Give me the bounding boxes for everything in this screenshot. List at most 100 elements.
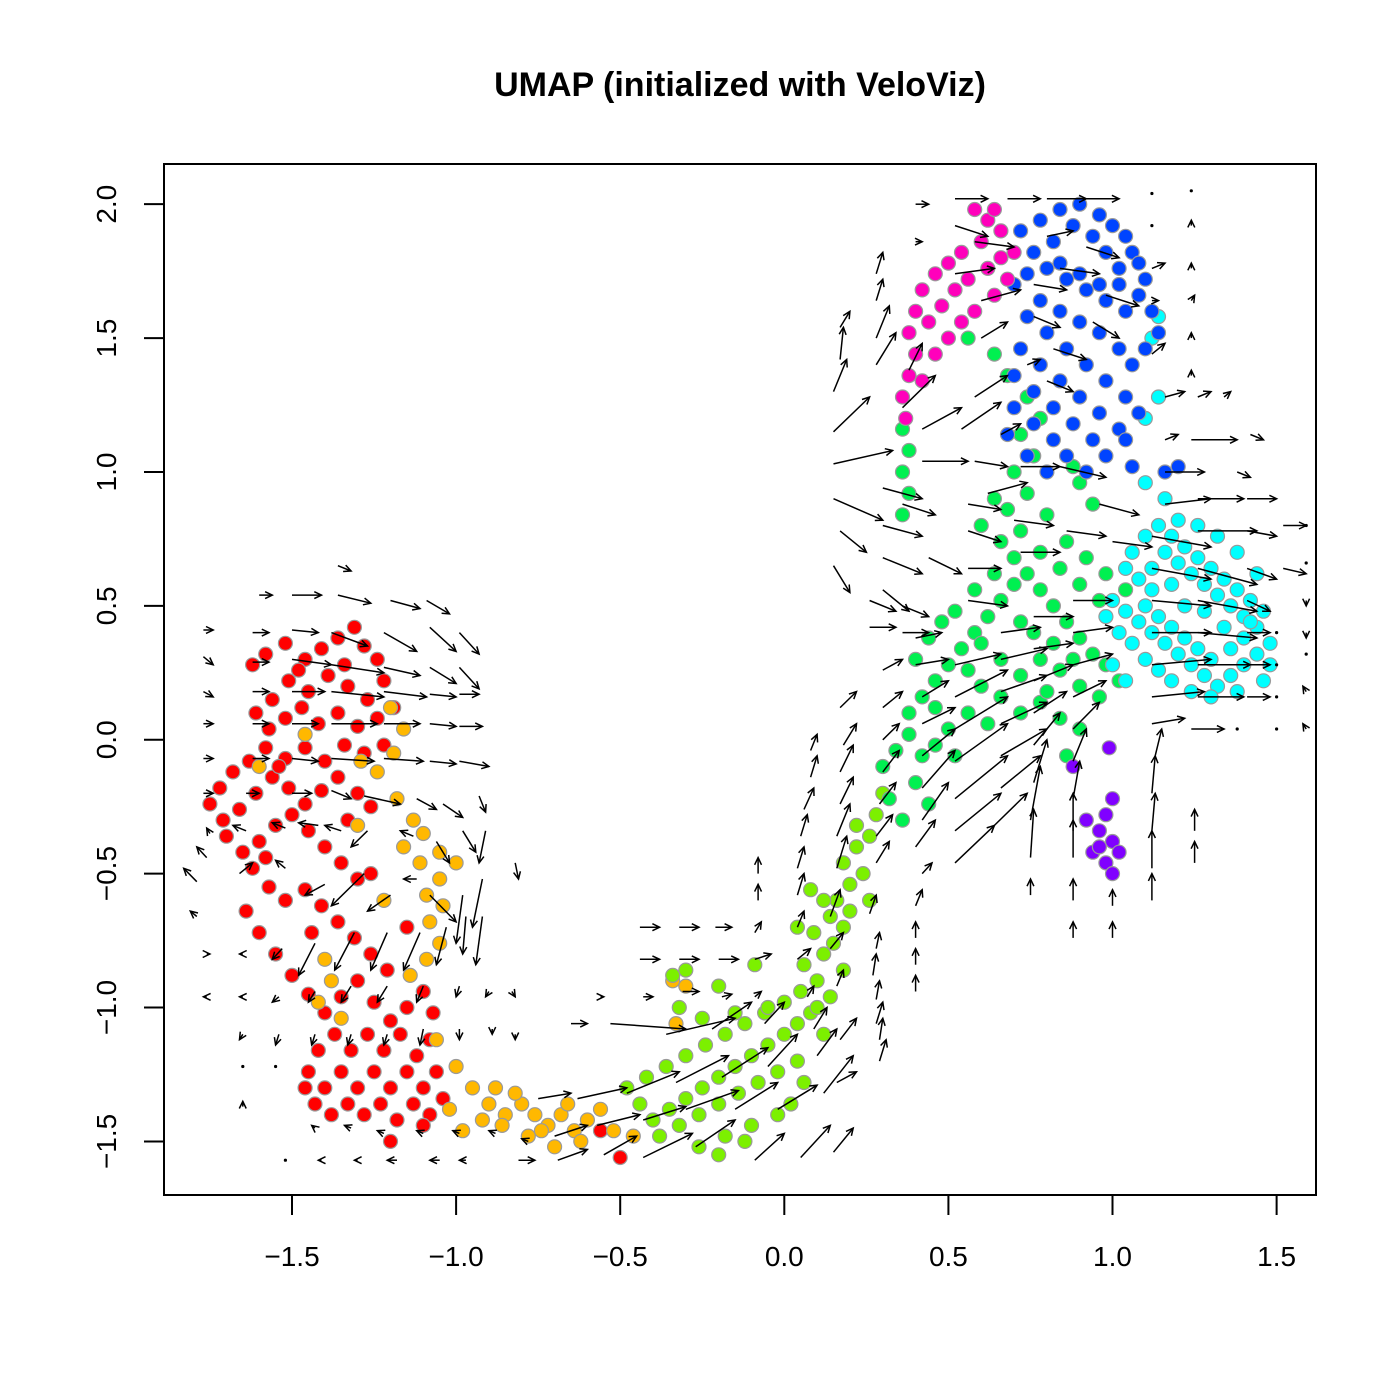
velocity-arrow: [642, 1104, 688, 1121]
data-point: [1091, 325, 1108, 341]
data-point: [1019, 309, 1035, 325]
data-point: [973, 517, 989, 534]
data-point: [215, 812, 231, 828]
data-point: [953, 641, 970, 657]
data-point: [632, 1096, 648, 1112]
data-point: [297, 726, 313, 743]
velocity-arrow: [1301, 722, 1311, 732]
velocity-arrow: [974, 374, 1009, 398]
data-point: [1065, 416, 1081, 432]
velocity-arrow: [695, 1119, 737, 1148]
velocity-arrow: [428, 1156, 440, 1165]
velocity-arrow: [1275, 695, 1279, 699]
velocity-arrow: [416, 798, 438, 811]
velocity-arrow: [237, 992, 248, 1001]
velocity-arrow: [1187, 218, 1196, 228]
data-point: [382, 1080, 399, 1096]
velocity-arrow: [882, 658, 905, 671]
velocity-arrow: [1007, 194, 1043, 203]
data-point: [527, 1107, 543, 1123]
chart-title: UMAP (initialized with VeloViz): [494, 66, 986, 104]
velocity-arrow: [1108, 920, 1117, 938]
data-point: [1163, 673, 1180, 689]
velocity-arrow: [203, 754, 215, 763]
data-point: [999, 501, 1016, 518]
data-point: [605, 1123, 622, 1139]
data-point: [934, 614, 950, 630]
data-point: [1098, 608, 1114, 625]
data-point: [967, 303, 983, 319]
velocity-arrow: [383, 690, 429, 701]
data-point: [907, 774, 924, 791]
data-point: [428, 1064, 444, 1080]
data-point: [711, 1069, 727, 1085]
velocity-arrow: [1073, 596, 1115, 605]
data-point: [973, 678, 989, 694]
data-point: [1045, 598, 1062, 614]
velocity-arrow: [203, 719, 215, 728]
data-point: [399, 999, 415, 1016]
data-point: [346, 930, 362, 946]
velocity-arrow: [911, 946, 920, 965]
y-tick-label: −1.5: [91, 1114, 122, 1169]
data-point: [202, 796, 218, 812]
data-point: [711, 978, 727, 994]
velocity-arrow: [488, 1026, 497, 1037]
data-point: [612, 1149, 628, 1166]
data-point: [651, 1128, 668, 1144]
velocity-arrow: [1033, 315, 1062, 329]
velocity-arrow: [252, 687, 271, 696]
velocity-arrow: [385, 1156, 397, 1165]
data-point: [934, 298, 950, 314]
data-point: [405, 812, 421, 828]
data-point: [760, 999, 776, 1016]
velocity-arrow: [458, 632, 481, 656]
data-point: [1032, 212, 1048, 228]
velocity-arrow: [1235, 727, 1239, 731]
data-point: [592, 1101, 609, 1117]
velocity-arrow: [398, 829, 414, 838]
data-point: [901, 325, 917, 341]
data-point: [399, 919, 415, 935]
data-point: [668, 1015, 684, 1032]
velocity-arrow: [642, 1132, 694, 1159]
velocity-arrow: [435, 841, 451, 865]
velocity-arrow: [643, 992, 655, 1001]
velocity-arrow: [1072, 759, 1083, 799]
data-point: [1078, 282, 1094, 298]
velocity-arrow: [1187, 368, 1196, 378]
velocity-arrow: [1147, 829, 1157, 869]
velocity-arrow: [182, 867, 198, 883]
data-point: [1012, 223, 1029, 239]
data-point: [809, 973, 825, 989]
velocity-arrow: [484, 988, 493, 999]
velocity-arrow: [1304, 561, 1308, 565]
data-point: [980, 716, 996, 732]
velocity-arrow: [1046, 380, 1075, 393]
data-point: [907, 346, 924, 362]
velocity-arrow: [816, 1027, 838, 1057]
data-point: [425, 1005, 441, 1021]
velocity-arrow: [1165, 467, 1207, 477]
data-point: [697, 1037, 714, 1053]
data-point: [369, 651, 385, 668]
data-point: [1203, 560, 1219, 577]
data-point: [691, 1107, 707, 1123]
data-point: [816, 892, 832, 909]
data-point: [730, 1085, 747, 1101]
velocity-arrow: [954, 792, 1003, 832]
velocity-arrow: [718, 955, 741, 964]
velocity-arrow: [369, 932, 388, 972]
data-point: [1072, 576, 1088, 593]
velocity-arrow: [554, 1123, 590, 1137]
data-point: [776, 1026, 792, 1042]
data-point: [238, 903, 254, 919]
velocity-arrow: [455, 1029, 464, 1042]
data-point: [268, 946, 284, 962]
data-point: [1045, 234, 1062, 250]
velocity-arrow: [459, 690, 481, 699]
data-point: [947, 603, 963, 619]
velocity-arrow: [1190, 839, 1199, 863]
data-point: [901, 442, 917, 459]
velocity-arrow: [921, 861, 934, 875]
